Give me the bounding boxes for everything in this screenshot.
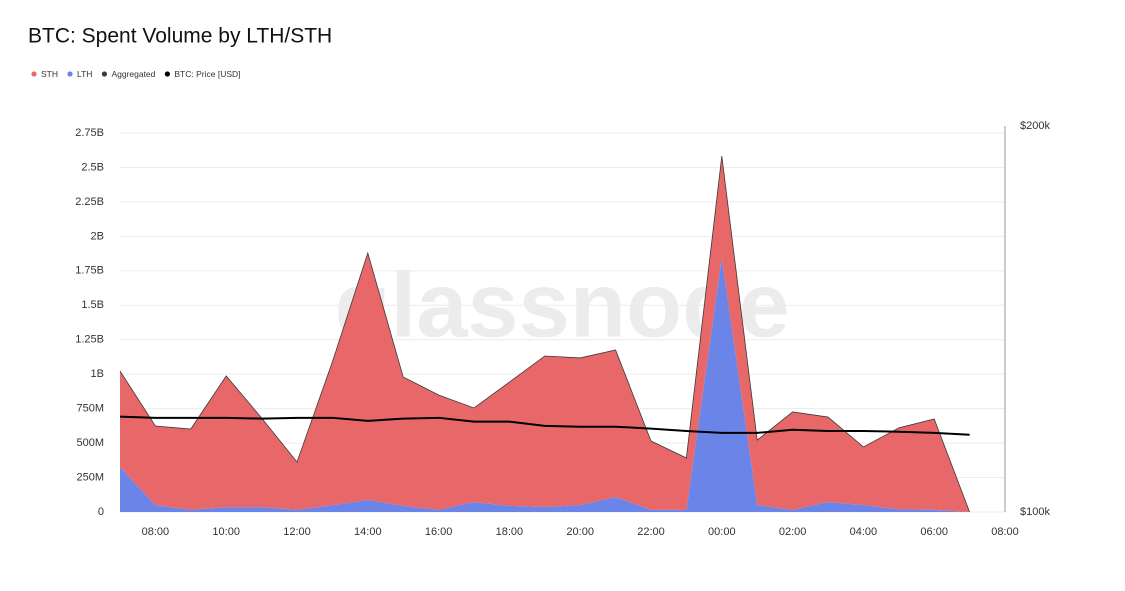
y-tick-label: 2.75B [75, 127, 104, 139]
x-tick-label: 18:00 [496, 526, 524, 538]
x-tick-label: 20:00 [566, 526, 594, 538]
y-tick-label: 1B [91, 368, 104, 380]
x-tick-label: 22:00 [637, 526, 665, 538]
legend-label: BTC: Price [USD] [174, 69, 240, 79]
legend-label: Aggregated [111, 69, 155, 79]
y-tick-label: 0 [98, 506, 104, 518]
y-tick-label: 2.25B [75, 196, 104, 208]
x-tick-label: 14:00 [354, 526, 382, 538]
y-tick-label: 500M [76, 437, 104, 449]
y-tick-label: 1.75B [75, 265, 104, 277]
legend: STH LTH Aggregated BTC: Price [USD] [31, 69, 241, 79]
x-tick-label: 08:00 [991, 526, 1019, 538]
y-tick-label: 2B [91, 230, 104, 242]
x-tick-label: 02:00 [779, 526, 807, 538]
x-tick-label: 00:00 [708, 526, 736, 538]
legend-label: STH [41, 69, 58, 79]
legend-marker [101, 71, 108, 77]
y-tick-label: 1.25B [75, 334, 104, 346]
y-tick-label: 750M [76, 403, 104, 415]
y-tick-label: 2.5B [81, 161, 104, 173]
x-tick-label: 04:00 [850, 526, 878, 538]
legend-marker [67, 71, 73, 77]
legend-marker [164, 71, 170, 77]
x-tick-label: 08:00 [142, 526, 170, 538]
legend-marker [31, 71, 37, 77]
price-line [119, 415, 970, 436]
x-tick-label: 16:00 [425, 526, 453, 538]
y-tick-label: 250M [76, 471, 104, 483]
area [120, 156, 970, 513]
y2-tick-label: $100k [1020, 506, 1050, 518]
x-tick-label: 10:00 [212, 526, 240, 538]
chart-title: BTC: Spent Volume by LTH/STH [28, 25, 332, 48]
y2-tick-label: $200k [1020, 120, 1050, 132]
x-tick-label: 06:00 [920, 526, 948, 538]
y-tick-label: 1.5B [81, 299, 104, 311]
x-tick-label: 12:00 [283, 526, 311, 538]
legend-label: LTH [77, 69, 92, 79]
